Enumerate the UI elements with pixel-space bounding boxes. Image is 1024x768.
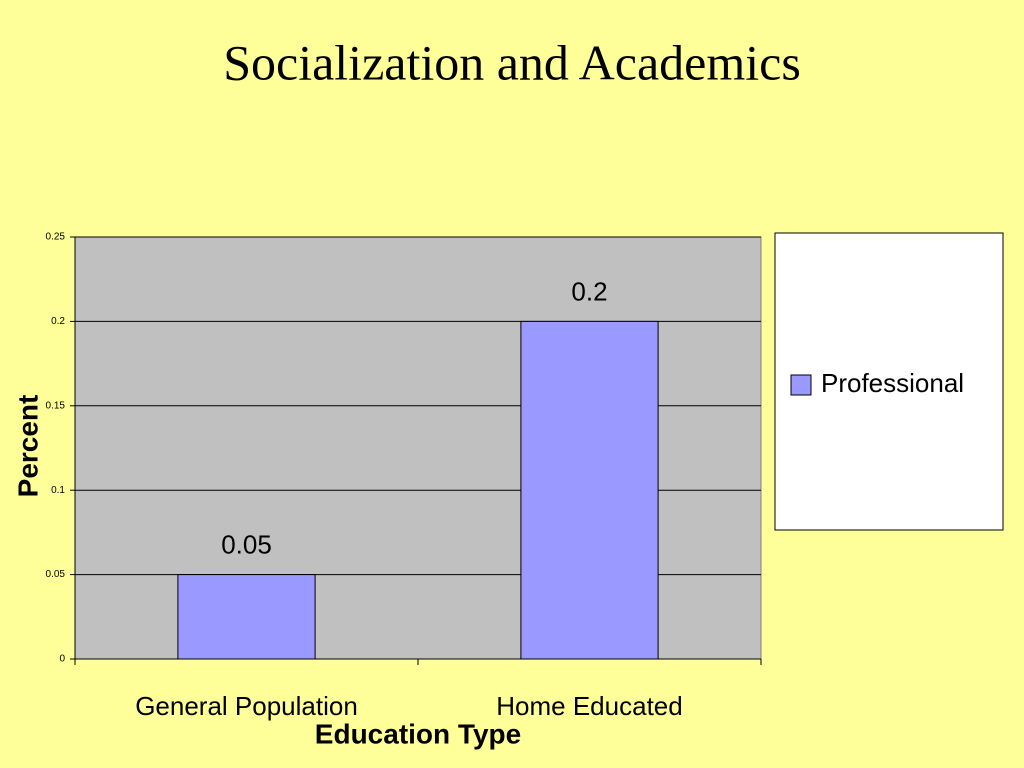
bar xyxy=(520,320,659,660)
data-label: 0.05 xyxy=(221,529,272,559)
legend-box xyxy=(774,232,1004,531)
y-tick-label: 0.15 xyxy=(46,400,66,411)
legend-label: Professional xyxy=(821,368,964,398)
x-axis-title: Education Type xyxy=(315,718,521,749)
data-label: 0.2 xyxy=(571,276,607,306)
x-tick-label: General Population xyxy=(135,691,358,721)
y-tick-label: 0.05 xyxy=(46,569,66,580)
y-tick-label: 0 xyxy=(59,654,65,665)
y-axis-title: Percent xyxy=(12,395,43,498)
y-tick-label: 0.25 xyxy=(46,232,66,243)
y-tick-label: 0.1 xyxy=(51,485,65,496)
legend-swatch xyxy=(790,374,812,396)
chart-title: Socialization and Academics xyxy=(223,34,801,90)
x-tick-label: Home Educated xyxy=(496,691,682,721)
y-tick-label: 0.2 xyxy=(51,316,65,327)
bar xyxy=(177,574,316,660)
